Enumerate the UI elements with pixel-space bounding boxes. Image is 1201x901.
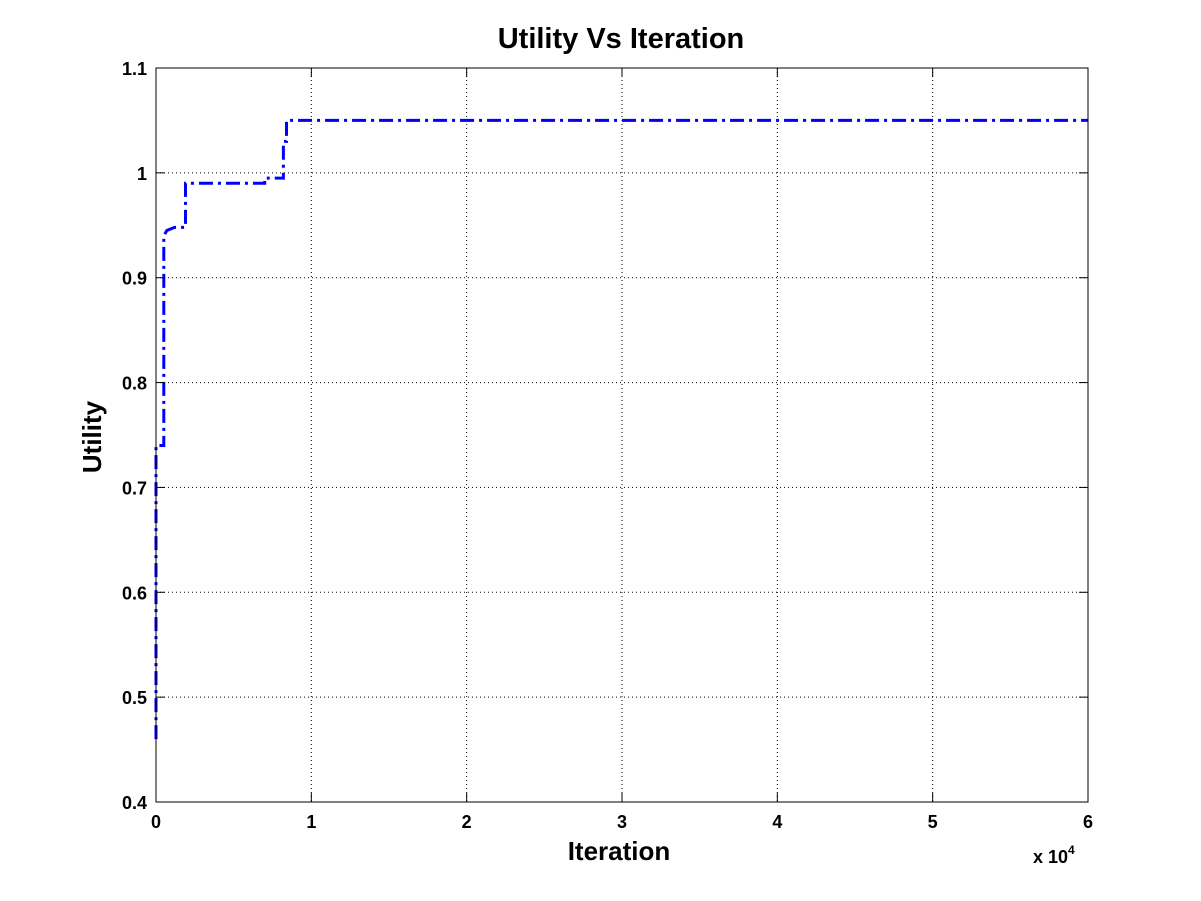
x-tick-label: 6 (1083, 812, 1093, 832)
utility-series-line (154, 118, 1088, 740)
x-exponent-base: x 10 (1033, 847, 1068, 867)
x-tick-label: 5 (928, 812, 938, 832)
y-tick-label: 0.5 (122, 688, 147, 708)
chart-title: Utility Vs Iteration (498, 23, 745, 55)
y-axis-label: Utility (77, 400, 107, 473)
x-tick-labels: 0 1 2 3 4 5 6 (151, 812, 1093, 832)
x-tick-label: 1 (306, 812, 316, 832)
y-tick-label: 0.6 (122, 583, 147, 603)
x-tick-label: 3 (617, 812, 627, 832)
grid-lines (156, 68, 1088, 802)
plot-area (156, 68, 1088, 802)
y-tick-label: 0.4 (122, 793, 147, 813)
x-tick-label: 2 (462, 812, 472, 832)
series-layer (154, 118, 1088, 740)
x-tick-label: 0 (151, 812, 161, 832)
tick-marks (155, 67, 1089, 803)
x-axis-exponent: x 104 (1033, 843, 1075, 867)
y-tick-label: 1.1 (122, 59, 147, 79)
y-tick-label: 1 (137, 164, 147, 184)
y-tick-label: 0.8 (122, 374, 147, 394)
x-axis-label: Iteration (568, 836, 671, 866)
y-tick-label: 0.7 (122, 478, 147, 498)
x-tick-label: 4 (772, 812, 782, 832)
y-tick-label: 0.9 (122, 269, 147, 289)
y-tick-labels: 0.4 0.5 0.6 0.7 0.8 0.9 1 1.1 (122, 59, 147, 813)
x-exponent-power: 4 (1068, 843, 1075, 857)
